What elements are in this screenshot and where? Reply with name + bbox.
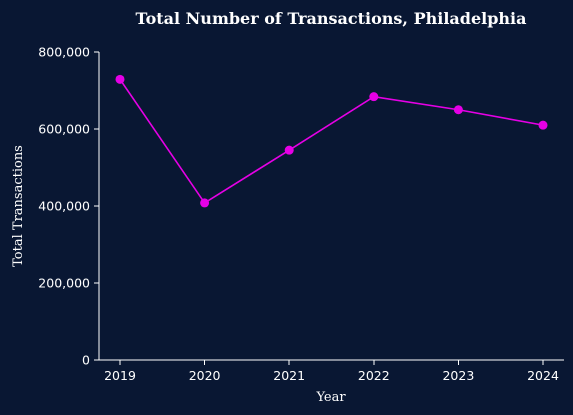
- x-tick-label: 2019: [104, 368, 136, 383]
- data-point: [115, 74, 125, 84]
- series-line: [119, 78, 544, 205]
- y-axis: 0 200,000 400,000 600,000 800,000: [38, 45, 100, 368]
- chart-title: Total Number of Transactions, Philadelph…: [136, 9, 527, 28]
- x-tick-label: 2020: [189, 368, 221, 383]
- x-axis: 2019 2020 2021 2022 2023 2024: [99, 359, 564, 383]
- data-point: [284, 145, 294, 155]
- x-axis-label: Year: [315, 390, 346, 405]
- y-tick-label: 400,000: [38, 199, 90, 214]
- y-tick-label: 800,000: [38, 45, 90, 60]
- y-axis-label: Total Transactions: [11, 145, 26, 267]
- y-tick-label: 0: [82, 353, 90, 368]
- y-tick-label: 200,000: [38, 276, 90, 291]
- y-tick-label: 600,000: [38, 122, 90, 137]
- x-tick-label: 2024: [527, 368, 559, 383]
- data-series: [115, 74, 548, 208]
- data-point: [200, 198, 210, 208]
- data-point: [369, 92, 379, 102]
- x-tick-label: 2022: [358, 368, 390, 383]
- data-point: [453, 105, 463, 115]
- x-tick-label: 2023: [442, 368, 474, 383]
- x-tick-label: 2021: [273, 368, 305, 383]
- data-point: [538, 120, 548, 130]
